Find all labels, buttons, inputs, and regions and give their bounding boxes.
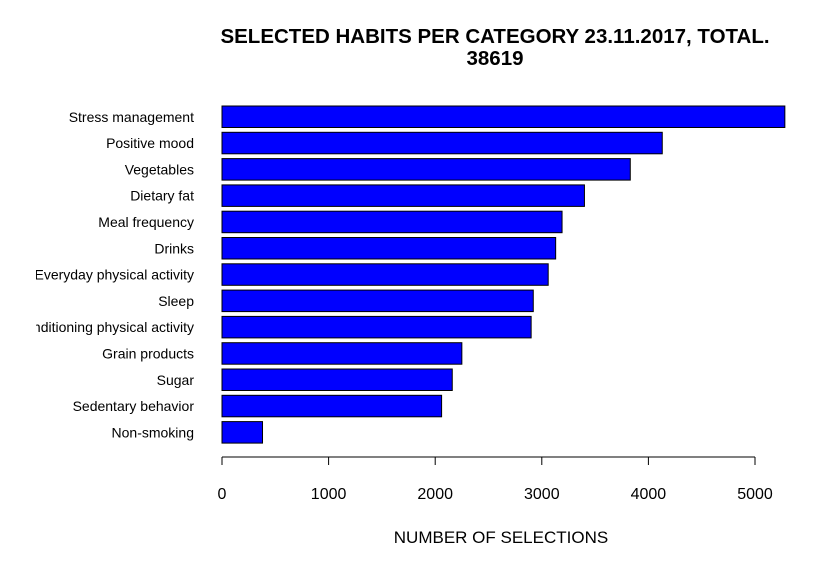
x-tick-label: 1000 <box>311 486 347 503</box>
bar <box>221 158 631 181</box>
category-labels: Stress management Positive mood Vegetables… <box>15 109 195 441</box>
x-axis: 0 1000 2000 3000 4000 5000 <box>218 456 773 503</box>
bar <box>221 184 585 207</box>
chart-title-line-2: 38619 <box>466 47 524 70</box>
category-label: Sleep <box>158 293 194 309</box>
bars-group <box>221 105 786 444</box>
bar <box>221 263 549 286</box>
bar <box>221 342 463 365</box>
x-tick-label: 3000 <box>524 486 560 503</box>
x-tick-label: 5000 <box>737 486 773 503</box>
category-label: Vegetables <box>125 161 194 177</box>
category-label: Meal frequency <box>98 214 194 230</box>
bar <box>221 421 264 444</box>
category-label: Sedentary behavior <box>73 398 195 414</box>
bar <box>221 131 663 155</box>
chart-title-line-1: SELECTED HABITS PER CATEGORY 23.11.2017,… <box>220 25 770 48</box>
category-label: Everyday physical activity <box>34 267 194 283</box>
category-label: Conditioning physical activity <box>15 319 194 335</box>
bar <box>221 368 453 391</box>
category-label: Stress management <box>69 109 194 125</box>
bar <box>221 237 557 260</box>
x-tick-label: 4000 <box>631 486 667 503</box>
bar <box>221 105 786 128</box>
x-tick-label: 0 <box>218 486 227 503</box>
bar <box>221 315 532 339</box>
bar <box>221 394 443 418</box>
chart-title: SELECTED HABITS PER CATEGORY 23.11.2017,… <box>160 26 826 70</box>
bar <box>221 210 563 234</box>
x-tick-label: 2000 <box>417 486 453 503</box>
category-label: Dietary fat <box>130 188 194 204</box>
x-axis-label: NUMBER OF SELECTIONS <box>394 528 608 547</box>
bar <box>221 289 534 313</box>
category-label: Non-smoking <box>112 424 194 440</box>
category-label: Drinks <box>154 240 194 256</box>
category-label: Positive mood <box>106 135 194 151</box>
category-label: Grain products <box>102 345 194 361</box>
category-label: Sugar <box>157 372 195 388</box>
